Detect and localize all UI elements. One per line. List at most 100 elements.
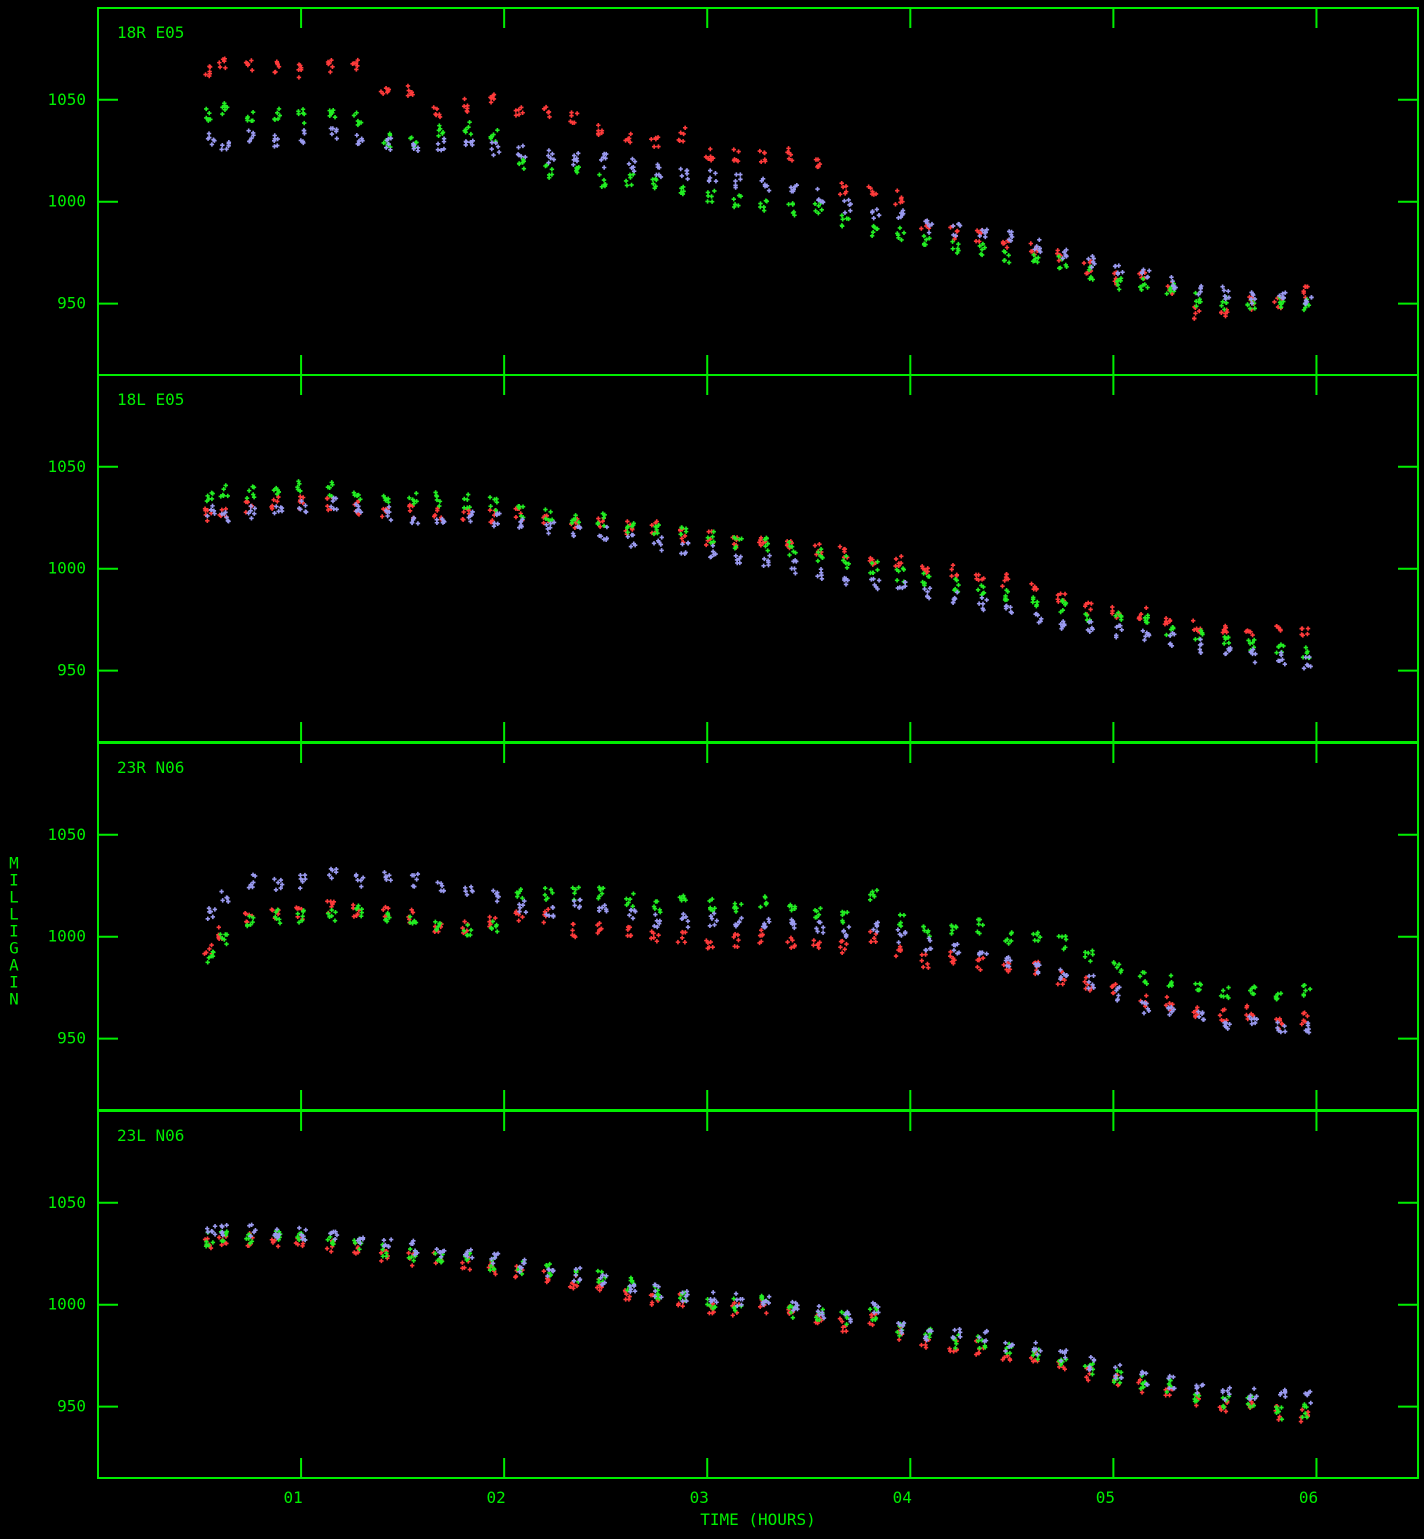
point-mark xyxy=(219,507,225,512)
point-mark xyxy=(462,919,467,924)
point-mark xyxy=(1035,613,1040,618)
point-mark xyxy=(1063,1348,1069,1353)
point-mark xyxy=(1196,1009,1201,1014)
point-mark xyxy=(407,502,413,508)
data-point xyxy=(569,513,582,526)
point-mark xyxy=(685,924,691,930)
data-point xyxy=(407,914,419,926)
point-mark xyxy=(551,520,557,525)
data-point xyxy=(354,903,364,919)
point-mark xyxy=(680,541,685,547)
data-point xyxy=(325,907,338,923)
point-mark xyxy=(246,488,252,493)
point-mark xyxy=(1197,647,1203,652)
data-point xyxy=(571,1265,583,1283)
x-tick-label: 06 xyxy=(1299,1488,1318,1507)
point-mark xyxy=(1304,1414,1310,1420)
data-point xyxy=(272,133,280,149)
point-mark xyxy=(470,138,476,144)
point-mark xyxy=(983,234,988,240)
point-mark xyxy=(757,540,762,545)
data-point xyxy=(204,490,215,504)
point-mark xyxy=(1034,932,1040,937)
point-mark xyxy=(982,245,988,250)
point-mark xyxy=(303,509,309,515)
point-mark xyxy=(275,62,280,67)
data-point xyxy=(895,225,907,243)
point-mark xyxy=(818,567,824,572)
point-mark xyxy=(545,1273,550,1279)
point-mark xyxy=(303,876,308,882)
data-point xyxy=(297,498,309,515)
point-mark xyxy=(897,1322,903,1328)
point-mark xyxy=(577,897,582,903)
point-mark xyxy=(1116,263,1122,268)
point-mark xyxy=(1306,1026,1311,1032)
point-mark xyxy=(980,950,985,955)
data-point xyxy=(676,125,688,144)
point-mark xyxy=(710,543,716,548)
data-point xyxy=(789,558,799,576)
point-mark xyxy=(601,155,606,160)
data-point xyxy=(1114,623,1124,640)
data-point xyxy=(244,110,256,124)
point-mark xyxy=(1164,291,1169,296)
point-mark xyxy=(658,174,664,180)
point-mark xyxy=(626,161,632,167)
point-mark xyxy=(948,954,953,959)
point-mark xyxy=(1062,977,1067,983)
point-mark xyxy=(541,1268,547,1274)
point-mark xyxy=(329,913,334,919)
point-mark xyxy=(329,907,334,913)
point-mark xyxy=(732,1308,738,1313)
point-mark xyxy=(766,188,772,193)
point-mark xyxy=(1143,618,1148,623)
point-mark xyxy=(1031,252,1036,258)
point-mark xyxy=(212,1232,218,1237)
point-mark xyxy=(1219,303,1224,308)
point-mark xyxy=(269,907,274,912)
point-mark xyxy=(1006,969,1011,974)
point-mark xyxy=(1137,974,1143,979)
point-mark xyxy=(385,906,391,911)
point-mark xyxy=(1173,285,1178,290)
point-mark xyxy=(979,577,985,582)
point-mark xyxy=(570,885,575,890)
point-mark xyxy=(1197,297,1202,302)
point-mark xyxy=(251,1229,257,1235)
point-mark xyxy=(709,199,715,204)
point-mark xyxy=(437,503,442,509)
point-mark xyxy=(1115,270,1121,275)
data-point xyxy=(245,914,256,929)
point-mark xyxy=(1303,988,1308,993)
point-mark xyxy=(298,65,304,70)
data-point xyxy=(757,535,768,548)
data-point xyxy=(1086,1355,1097,1372)
point-mark xyxy=(1223,628,1228,634)
point-mark xyxy=(468,1247,474,1252)
point-mark xyxy=(818,906,823,911)
point-mark xyxy=(386,141,391,147)
point-mark xyxy=(1142,637,1147,643)
point-mark xyxy=(436,133,441,139)
point-mark xyxy=(603,151,609,157)
point-mark xyxy=(815,558,821,564)
point-mark xyxy=(926,936,932,941)
point-mark xyxy=(249,516,254,521)
data-point xyxy=(1301,654,1313,671)
point-mark xyxy=(275,110,280,116)
point-mark xyxy=(984,1329,989,1334)
data-point xyxy=(327,866,339,881)
point-mark xyxy=(406,88,411,93)
point-mark xyxy=(604,524,610,530)
point-mark xyxy=(790,202,796,207)
point-mark xyxy=(734,906,739,911)
point-mark xyxy=(977,1335,982,1340)
point-mark xyxy=(1092,261,1097,267)
point-mark xyxy=(739,915,744,921)
point-mark xyxy=(382,495,388,501)
point-mark xyxy=(1248,988,1253,993)
point-mark xyxy=(1168,973,1174,978)
point-mark xyxy=(465,109,470,114)
point-mark xyxy=(710,549,716,554)
